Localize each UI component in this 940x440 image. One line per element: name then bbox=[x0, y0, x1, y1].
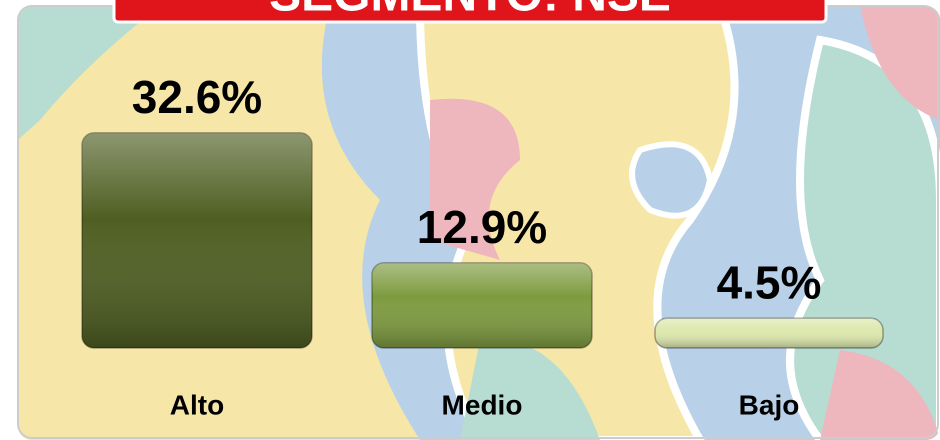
value-label: 4.5% bbox=[717, 256, 822, 308]
bar-shine bbox=[655, 318, 883, 348]
x-tick-label: Bajo bbox=[739, 389, 800, 420]
value-label: 12.9% bbox=[417, 201, 547, 253]
chart-title: SEGMENTO: NSE bbox=[269, 0, 671, 22]
bar-shine bbox=[82, 132, 312, 348]
bar-shine bbox=[372, 262, 592, 348]
x-tick-label: Alto bbox=[170, 389, 224, 420]
value-label: 32.6% bbox=[132, 71, 262, 123]
title-banner bbox=[112, 0, 828, 24]
x-tick-label: Medio bbox=[442, 389, 523, 420]
